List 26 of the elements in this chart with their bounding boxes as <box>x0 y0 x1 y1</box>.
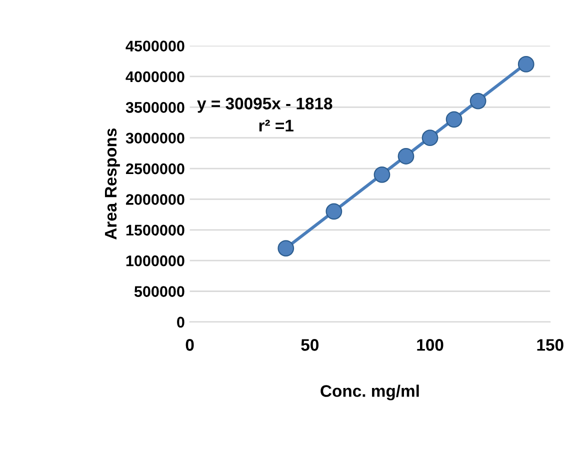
x-tick-label: 0 <box>186 339 194 351</box>
y-tick-label: 1500000 <box>126 224 184 236</box>
y-tick-label: 4500000 <box>126 40 184 52</box>
y-tick-label: 2500000 <box>126 163 184 174</box>
y-tick-label: 500000 <box>134 286 184 297</box>
point <box>374 166 390 183</box>
y-tick-label: 4000000 <box>126 71 184 82</box>
y-tick-label: 2000000 <box>126 194 184 205</box>
point <box>326 203 342 220</box>
point <box>422 130 438 146</box>
x-tick-label: 100 <box>417 339 444 351</box>
point <box>446 111 462 128</box>
x-tick-label: 150 <box>537 339 564 351</box>
y-tick-label: 0 <box>177 316 184 328</box>
x-tick-label: 50 <box>301 339 318 351</box>
annotation: y = 30095x - 1818 <box>197 98 332 113</box>
y-tick-label: 1000000 <box>126 255 184 266</box>
y-tick-label: 3000000 <box>126 132 184 144</box>
point <box>278 240 294 256</box>
x-axis-title: Conc. mg/ml <box>320 384 419 400</box>
point <box>398 148 414 164</box>
y-axis-title: Area Respons <box>104 128 120 240</box>
point <box>470 92 486 110</box>
y-tick-label: 3500000 <box>126 102 184 113</box>
point <box>518 56 534 72</box>
annotation: r² =1 <box>259 120 294 132</box>
